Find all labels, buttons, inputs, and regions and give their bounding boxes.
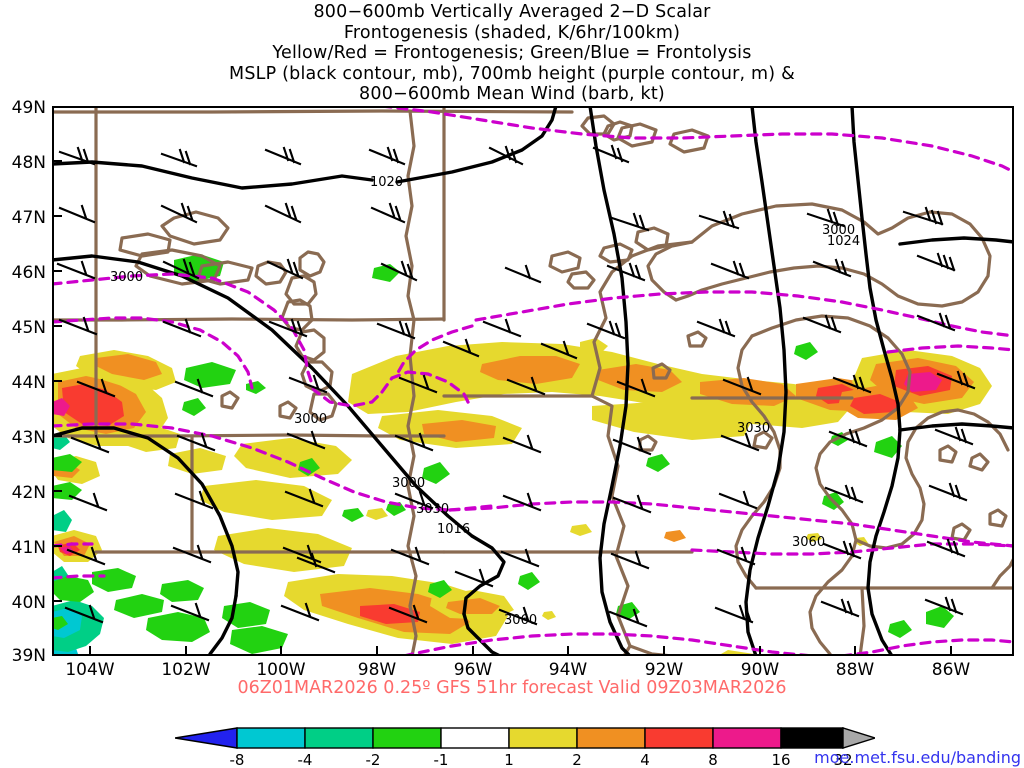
mslp-label-1020: 1020 (370, 175, 403, 190)
contour-labels: 1020 1024 1016 (370, 175, 860, 537)
ytick-42N: 42N (11, 483, 46, 503)
colorbar-label-8: 8 (708, 751, 718, 768)
ytick-41N: 41N (11, 538, 46, 558)
height-label-3060-b: 3060 (504, 613, 537, 628)
height-label-3000-d: 3000 (822, 223, 855, 238)
ytick-45N: 45N (11, 318, 46, 338)
xtick-98W: 98W (357, 660, 397, 680)
height-contours-700mb (52, 106, 1014, 656)
height-label-3030-b: 3030 (416, 502, 449, 517)
map-svg: 1020 1024 1016 3000 3000 3000 3000 3030 … (52, 106, 1014, 656)
xtick-102W: 102W (161, 660, 211, 680)
colorbar-label-32: 32 (833, 751, 853, 768)
xtick-96W: 96W (453, 660, 493, 680)
title-line-1: 800−600mb Vertically Averaged 2−D Scalar (313, 2, 711, 22)
colorbar-label-16: 16 (771, 751, 791, 768)
colorbar-band-over (842, 727, 875, 749)
colorbar-label-2: 2 (572, 751, 582, 768)
site-watermark[interactable]: moe.met.fsu.edu/banding (814, 748, 1021, 767)
colorbar-band-16 (780, 727, 844, 749)
ytick-43N: 43N (11, 428, 46, 448)
colorbar-band--2 (372, 727, 442, 749)
colorbar-band--1 (440, 727, 510, 749)
mslp-label-1024: 1024 (827, 234, 860, 249)
ytick-44N: 44N (11, 373, 46, 393)
colorbar-label--2: -2 (365, 751, 381, 768)
colorbar-label--8: -8 (229, 751, 245, 768)
ytick-48N: 48N (11, 153, 46, 173)
frontogenesis-shading (52, 254, 992, 656)
colorbar: -8 -4 -2 -1 1 2 4 8 16 32 (175, 726, 875, 768)
xtick-90W: 90W (740, 660, 780, 680)
mslp-label-1016: 1016 (437, 522, 470, 537)
colorbar-band-8 (712, 727, 782, 749)
title-line-3: Yellow/Red = Frontogenesis; Green/Blue =… (272, 43, 752, 63)
height-label-3030-a: 3030 (737, 421, 770, 436)
x-axis-ticks (89, 646, 952, 656)
title-line-5: 800−600mb Mean Wind (barb, kt) (359, 84, 665, 104)
colorbar-band-4 (644, 727, 714, 749)
height-label-3060-a: 3060 (792, 535, 825, 550)
title-line-4: MSLP (black contour, mb), 700mb height (… (229, 63, 795, 84)
colorbar-svg (175, 727, 875, 749)
xtick-100W: 100W (256, 660, 306, 680)
ytick-40N: 40N (11, 593, 46, 613)
ytick-39N: 39N (11, 646, 46, 666)
colorbar-label--1: -1 (433, 751, 449, 768)
xtick-92W: 92W (644, 660, 684, 680)
colorbar-band-under (175, 727, 238, 749)
forecast-caption: 06Z01MAR2026 0.25º GFS 51hr forecast Val… (237, 678, 787, 698)
colorbar-band--8 (236, 727, 306, 749)
colorbar-band-1 (508, 727, 578, 749)
y-axis-ticks (52, 106, 62, 656)
colorbar-label-4: 4 (640, 751, 650, 768)
colorbar-band-2 (576, 727, 646, 749)
colorbar-label-1: 1 (504, 751, 514, 768)
colorbar-band--4 (304, 727, 374, 749)
xtick-88W: 88W (835, 660, 875, 680)
height-label-3000-c: 3000 (392, 476, 425, 491)
xtick-86W: 86W (931, 660, 971, 680)
ytick-46N: 46N (11, 263, 46, 283)
xtick-104W: 104W (65, 660, 115, 680)
state-boundaries (52, 106, 1014, 656)
mslp-contours (52, 106, 1014, 656)
height-label-3000-b: 3000 (294, 412, 327, 427)
title-line-2: Frontogenesis (shaded, K/6hr/100km) (343, 22, 681, 43)
ytick-47N: 47N (11, 208, 46, 228)
map-plot-area: 1020 1024 1016 3000 3000 3000 3000 3030 … (52, 106, 1014, 656)
colorbar-label--4: -4 (297, 751, 313, 768)
height-label-3000-a: 3000 (110, 270, 143, 285)
xtick-94W: 94W (548, 660, 588, 680)
chart-title-block: 800−600mb Vertically Averaged 2−D Scalar… (0, 2, 1024, 105)
height-labels: 3000 3000 3000 3000 3030 3030 3060 3060 (110, 223, 855, 628)
wind-barbs (56, 144, 976, 628)
